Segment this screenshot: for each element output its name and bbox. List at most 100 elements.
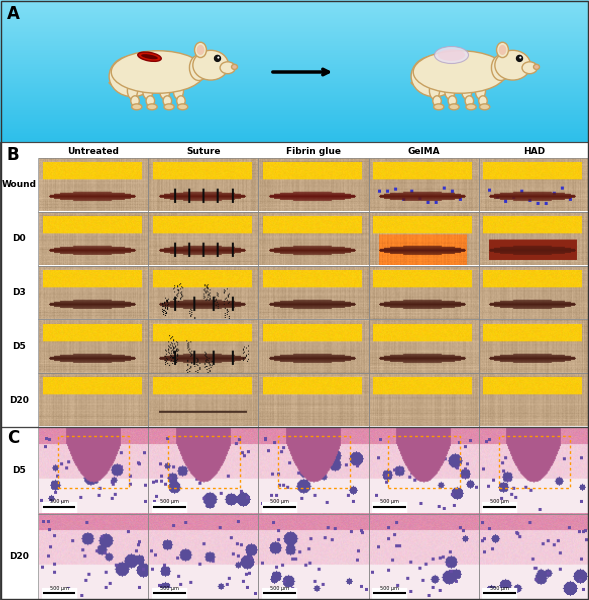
Bar <box>148 266 259 319</box>
Bar <box>479 212 589 266</box>
Ellipse shape <box>138 52 161 61</box>
Ellipse shape <box>475 82 485 99</box>
Text: Fibrin glue: Fibrin glue <box>286 147 341 156</box>
Text: B: B <box>7 146 19 164</box>
Ellipse shape <box>190 55 208 80</box>
Bar <box>479 373 589 427</box>
Bar <box>369 427 479 514</box>
Text: 500 μm: 500 μm <box>380 586 399 591</box>
Bar <box>369 514 479 600</box>
Ellipse shape <box>411 56 458 97</box>
Ellipse shape <box>141 54 158 59</box>
Ellipse shape <box>445 82 455 99</box>
Text: D20: D20 <box>9 395 29 404</box>
Ellipse shape <box>499 45 507 55</box>
Ellipse shape <box>517 55 522 61</box>
Ellipse shape <box>127 82 138 99</box>
Bar <box>479 427 589 514</box>
Ellipse shape <box>479 104 489 110</box>
Bar <box>259 319 369 373</box>
Text: GelMA: GelMA <box>408 147 440 156</box>
Bar <box>369 212 479 266</box>
Bar <box>479 514 589 600</box>
Bar <box>148 319 259 373</box>
Bar <box>278 436 350 488</box>
Ellipse shape <box>433 96 441 106</box>
Ellipse shape <box>435 46 468 64</box>
Ellipse shape <box>177 96 185 106</box>
Ellipse shape <box>146 96 154 106</box>
Bar <box>0 427 589 600</box>
Bar <box>369 373 479 427</box>
Text: D5: D5 <box>12 466 26 475</box>
Bar <box>259 514 369 600</box>
Bar <box>38 373 148 427</box>
Ellipse shape <box>413 51 507 93</box>
Ellipse shape <box>177 104 188 110</box>
Ellipse shape <box>131 96 140 106</box>
Text: 500 μm: 500 μm <box>270 586 289 591</box>
Bar <box>148 158 259 212</box>
Ellipse shape <box>163 96 171 106</box>
Bar <box>38 514 148 600</box>
Bar <box>388 436 460 488</box>
Ellipse shape <box>220 62 236 74</box>
Text: 500 μm: 500 μm <box>490 586 509 591</box>
Ellipse shape <box>495 50 531 80</box>
Ellipse shape <box>497 42 508 58</box>
Bar <box>259 158 369 212</box>
Text: Untreated: Untreated <box>67 147 119 156</box>
Ellipse shape <box>194 42 207 58</box>
Bar <box>0 142 589 427</box>
Bar <box>259 266 369 319</box>
Bar <box>148 373 259 427</box>
Bar <box>369 319 479 373</box>
Ellipse shape <box>449 104 459 110</box>
Text: 500 μm: 500 μm <box>270 499 289 505</box>
Bar <box>479 319 589 373</box>
Text: Suture: Suture <box>186 147 220 156</box>
Ellipse shape <box>491 55 510 80</box>
Bar <box>38 427 148 514</box>
Ellipse shape <box>109 56 156 97</box>
Ellipse shape <box>519 56 521 59</box>
Ellipse shape <box>462 82 472 99</box>
Ellipse shape <box>147 104 157 110</box>
Bar <box>259 373 369 427</box>
Ellipse shape <box>164 104 174 110</box>
Text: D0: D0 <box>12 234 26 243</box>
Bar <box>38 212 148 266</box>
Ellipse shape <box>111 51 205 93</box>
Bar <box>369 158 479 212</box>
Text: D20: D20 <box>9 552 29 561</box>
Ellipse shape <box>197 45 204 55</box>
Bar <box>168 436 240 488</box>
Ellipse shape <box>434 104 444 110</box>
Ellipse shape <box>534 64 540 70</box>
Bar <box>38 158 148 212</box>
Ellipse shape <box>173 82 184 99</box>
Bar <box>0 142 589 427</box>
Ellipse shape <box>231 64 237 70</box>
Ellipse shape <box>429 82 439 99</box>
Bar <box>479 266 589 319</box>
Bar <box>259 212 369 266</box>
Ellipse shape <box>466 104 476 110</box>
Ellipse shape <box>143 82 153 99</box>
Ellipse shape <box>438 49 465 61</box>
Text: 500 μm: 500 μm <box>490 499 509 505</box>
Ellipse shape <box>522 62 537 74</box>
Bar <box>38 319 148 373</box>
Text: 500 μm: 500 μm <box>380 499 399 505</box>
Ellipse shape <box>132 104 142 110</box>
Text: A: A <box>7 5 20 23</box>
Ellipse shape <box>465 96 474 106</box>
Text: 500 μm: 500 μm <box>49 586 68 591</box>
Text: C: C <box>7 429 19 447</box>
Text: D5: D5 <box>12 342 26 351</box>
Bar <box>38 266 148 319</box>
Bar <box>499 436 570 488</box>
Ellipse shape <box>193 50 229 80</box>
Text: 500 μm: 500 μm <box>49 499 68 505</box>
Bar <box>148 212 259 266</box>
